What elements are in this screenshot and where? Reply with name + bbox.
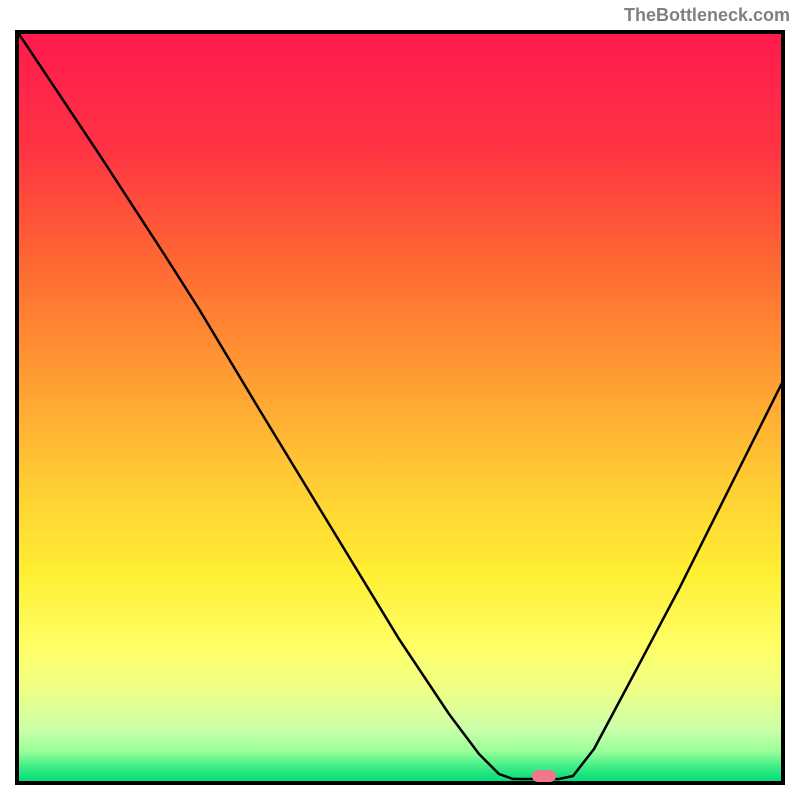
chart-area (15, 30, 785, 785)
watermark-text: TheBottleneck.com (624, 5, 790, 26)
optimal-marker (532, 770, 556, 782)
bottleneck-curve (19, 34, 781, 781)
